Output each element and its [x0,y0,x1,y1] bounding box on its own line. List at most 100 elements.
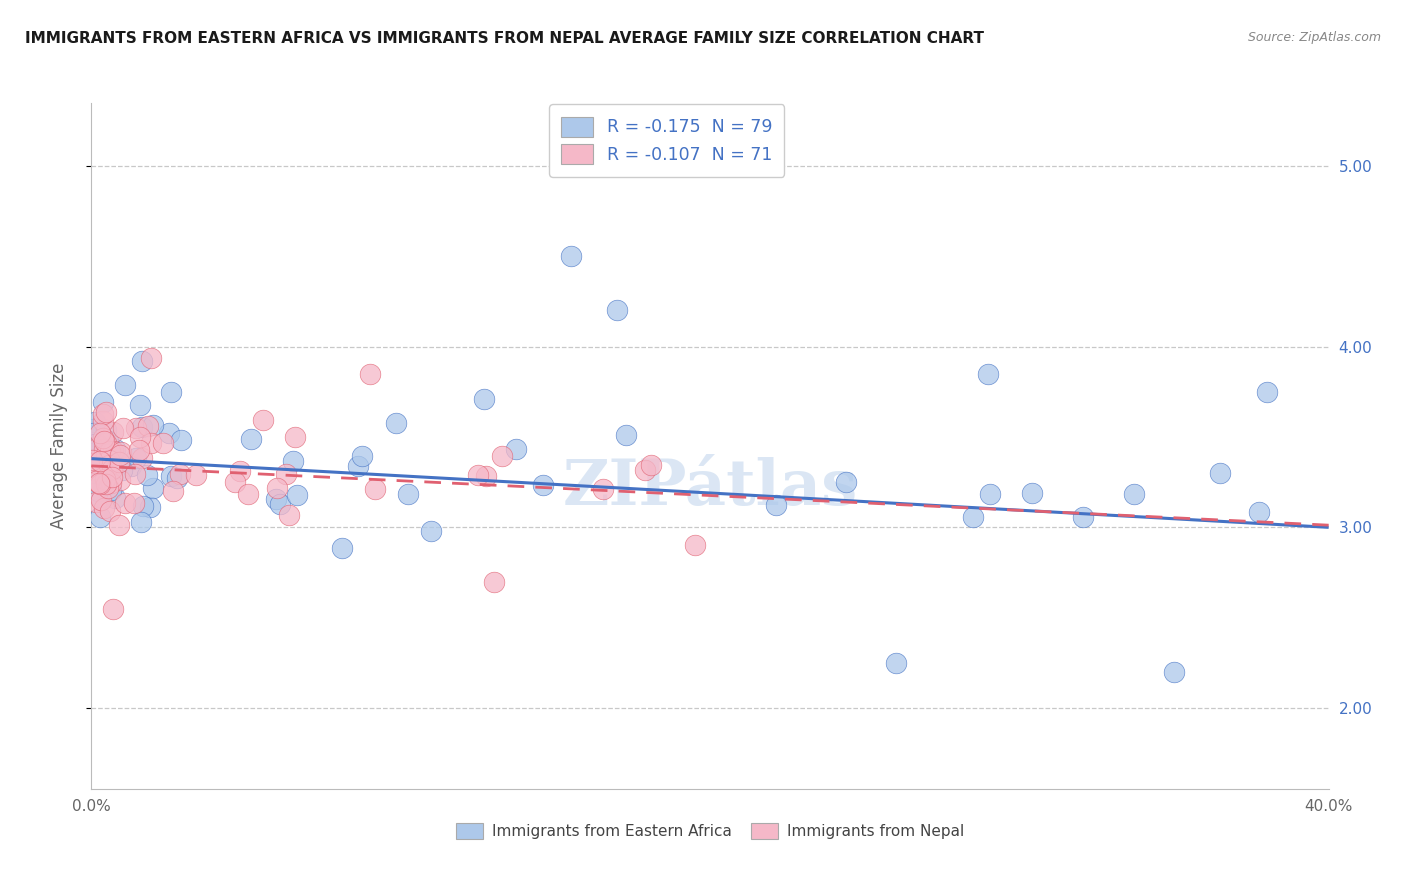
Point [90,491,112,506]
Point [103,448,125,462]
Point [90,464,112,478]
Point [1163,665,1185,679]
Point [97,434,120,448]
Point [124,467,146,481]
Point [94,436,117,450]
Point [98,453,121,467]
Point [101,601,124,615]
Point [82,442,104,456]
Point [94,444,117,458]
Point [111,421,134,435]
Point [1249,504,1271,518]
Point [91,467,114,482]
Point [560,249,582,263]
Point [283,454,305,468]
Point [108,449,131,463]
Point [979,487,1001,501]
Point [884,656,907,670]
Point [129,430,152,444]
Point [83,462,105,476]
Point [252,413,274,427]
Point [93,407,115,421]
Point [89,476,111,491]
Point [269,497,291,511]
Point [125,421,148,435]
Point [160,469,183,483]
Point [94,477,117,491]
Point [142,482,165,496]
Point [135,468,157,483]
Point [166,471,188,485]
Point [107,455,129,469]
Point [835,475,858,489]
Point [162,483,184,498]
Point [491,449,513,463]
Point [467,468,489,483]
Point [1073,510,1095,524]
Point [224,475,246,490]
Point [89,454,111,468]
Point [1256,384,1278,399]
Point [157,425,180,440]
Legend: Immigrants from Eastern Africa, Immigrants from Nepal: Immigrants from Eastern Africa, Immigran… [449,815,972,847]
Point [475,469,498,483]
Point [364,482,387,496]
Point [110,445,132,459]
Point [83,457,105,471]
Point [131,419,153,434]
Point [84,460,107,475]
Point [100,462,122,476]
Point [240,432,263,446]
Point [284,429,307,443]
Point [962,510,984,524]
Point [101,443,124,458]
Text: IMMIGRANTS FROM EASTERN AFRICA VS IMMIGRANTS FROM NEPAL AVERAGE FAMILY SIZE CORR: IMMIGRANTS FROM EASTERN AFRICA VS IMMIGR… [25,31,984,46]
Point [347,458,370,473]
Point [352,449,374,463]
Point [94,472,117,486]
Point [132,500,155,514]
Point [139,500,162,514]
Point [87,483,110,498]
Point [1208,467,1230,481]
Point [90,492,112,507]
Point [93,442,115,457]
Point [100,470,122,484]
Point [229,464,252,478]
Point [91,431,114,445]
Point [96,405,118,419]
Point [97,481,120,495]
Point [94,423,117,437]
Point [98,504,121,518]
Point [266,491,288,506]
Point [977,367,1000,381]
Point [131,451,153,466]
Point [128,442,150,457]
Point [89,439,111,453]
Point [184,467,207,482]
Point [100,483,122,497]
Point [505,442,527,457]
Point [159,384,181,399]
Point [82,426,104,441]
Point [93,500,115,515]
Point [634,463,657,477]
Point [86,460,108,475]
Point [129,516,152,530]
Point [152,436,174,450]
Point [472,392,495,406]
Point [108,473,131,487]
Point [141,436,163,450]
Point [131,354,153,368]
Point [1122,487,1144,501]
Point [170,433,193,447]
Point [138,418,160,433]
Point [640,458,662,473]
Point [238,486,260,500]
Point [359,367,381,381]
Point [142,418,165,433]
Point [531,478,554,492]
Point [87,453,110,467]
Point [84,415,107,429]
Point [107,518,129,533]
